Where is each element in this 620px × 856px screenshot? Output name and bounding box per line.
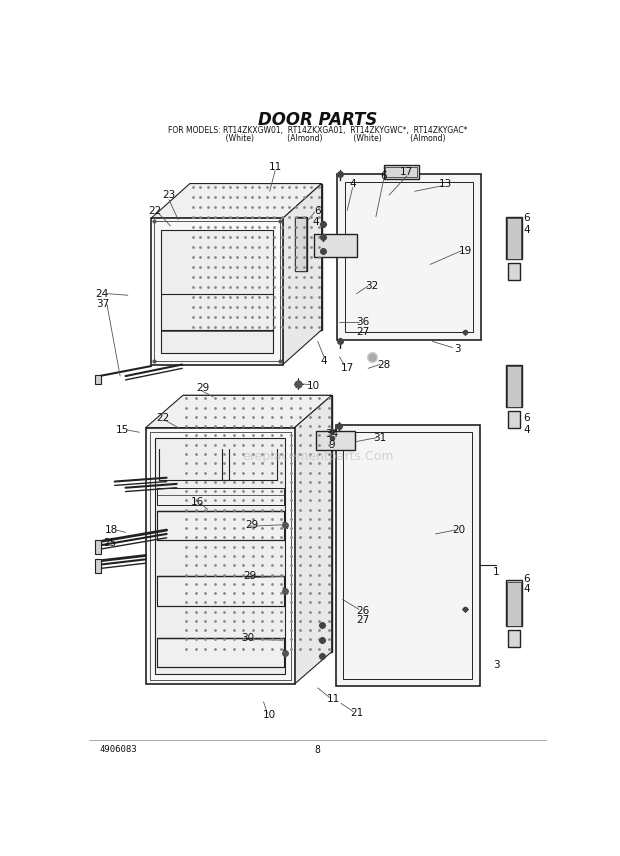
Text: 15: 15 bbox=[116, 425, 129, 435]
Bar bbox=[156, 576, 284, 605]
Polygon shape bbox=[294, 395, 332, 684]
Bar bbox=[507, 218, 521, 259]
Text: 6: 6 bbox=[524, 213, 530, 223]
Text: 23: 23 bbox=[162, 190, 175, 200]
Text: 27: 27 bbox=[356, 615, 370, 625]
Bar bbox=[314, 235, 356, 258]
Text: 4906083: 4906083 bbox=[99, 745, 137, 754]
Bar bbox=[506, 580, 521, 627]
Text: 3: 3 bbox=[454, 344, 461, 354]
Bar bbox=[294, 217, 307, 270]
Bar bbox=[156, 638, 284, 667]
Polygon shape bbox=[151, 183, 322, 218]
Text: 26: 26 bbox=[356, 606, 370, 616]
Text: 22: 22 bbox=[156, 413, 169, 424]
Bar bbox=[385, 167, 417, 177]
Polygon shape bbox=[155, 438, 285, 674]
Bar bbox=[507, 582, 521, 627]
Text: 25: 25 bbox=[104, 538, 117, 548]
Text: 4: 4 bbox=[524, 425, 530, 435]
Bar bbox=[508, 411, 520, 428]
Text: 11: 11 bbox=[268, 162, 281, 172]
Bar bbox=[94, 375, 100, 383]
Text: 6: 6 bbox=[524, 413, 530, 424]
Bar bbox=[343, 432, 472, 679]
Text: 20: 20 bbox=[452, 525, 466, 535]
Text: 27: 27 bbox=[356, 327, 370, 337]
Text: 4: 4 bbox=[349, 179, 356, 188]
Text: ereplacementparts.Com: ereplacementparts.Com bbox=[242, 450, 394, 463]
Text: 24: 24 bbox=[95, 288, 109, 299]
Bar bbox=[345, 182, 472, 332]
Text: 6: 6 bbox=[380, 171, 387, 181]
Bar bbox=[337, 175, 480, 340]
Text: 1: 1 bbox=[493, 568, 499, 578]
Text: 31: 31 bbox=[373, 432, 386, 443]
Bar bbox=[506, 217, 521, 259]
Bar bbox=[506, 365, 521, 407]
Polygon shape bbox=[146, 428, 294, 684]
Text: 8: 8 bbox=[315, 745, 321, 754]
Text: 4: 4 bbox=[524, 585, 530, 594]
Text: 6: 6 bbox=[524, 574, 530, 584]
Text: 16: 16 bbox=[191, 496, 204, 507]
Text: 28: 28 bbox=[377, 360, 390, 370]
Text: 29: 29 bbox=[246, 520, 259, 530]
Bar bbox=[384, 165, 418, 179]
Text: 9: 9 bbox=[329, 440, 335, 450]
Text: 13: 13 bbox=[439, 179, 452, 188]
Bar bbox=[316, 431, 355, 450]
Bar bbox=[94, 540, 100, 554]
Text: 32: 32 bbox=[365, 281, 379, 291]
Polygon shape bbox=[146, 395, 332, 428]
Text: 3: 3 bbox=[493, 660, 499, 670]
Bar bbox=[508, 630, 520, 647]
Text: 17: 17 bbox=[340, 363, 354, 373]
Bar bbox=[94, 559, 100, 574]
Polygon shape bbox=[151, 218, 283, 365]
Text: 6: 6 bbox=[314, 205, 321, 216]
Text: 22: 22 bbox=[148, 205, 162, 216]
Text: 4: 4 bbox=[524, 225, 530, 235]
Bar bbox=[295, 218, 306, 270]
Text: 18: 18 bbox=[105, 525, 118, 535]
Text: 29: 29 bbox=[243, 571, 256, 581]
Bar bbox=[335, 425, 480, 687]
Bar bbox=[156, 511, 284, 540]
Bar bbox=[508, 263, 520, 280]
Bar bbox=[507, 366, 521, 407]
Text: DOOR PARTS: DOOR PARTS bbox=[258, 110, 378, 128]
Text: 37: 37 bbox=[95, 300, 109, 310]
Polygon shape bbox=[161, 229, 273, 353]
Text: 34: 34 bbox=[325, 429, 339, 439]
Text: 4: 4 bbox=[313, 217, 319, 227]
Bar bbox=[294, 403, 307, 445]
Bar bbox=[295, 405, 306, 445]
Text: 19: 19 bbox=[458, 246, 472, 256]
Text: 4: 4 bbox=[321, 356, 327, 366]
Bar bbox=[156, 488, 284, 505]
Text: FOR MODELS: RT14ZKXGW01,  RT14ZKXGA01,  RT14ZKYGWC*,  RT14ZKYGAC*: FOR MODELS: RT14ZKXGW01, RT14ZKXGA01, RT… bbox=[168, 126, 467, 135]
Text: 29: 29 bbox=[197, 383, 210, 393]
Text: 36: 36 bbox=[356, 318, 370, 327]
Polygon shape bbox=[283, 183, 322, 365]
Text: 11: 11 bbox=[327, 694, 340, 704]
Text: (White)              (Almond)             (White)            (Almond): (White) (Almond) (White) (Almond) bbox=[190, 134, 446, 144]
Text: 10: 10 bbox=[263, 710, 277, 720]
Text: 21: 21 bbox=[350, 708, 363, 718]
Text: 10: 10 bbox=[308, 381, 321, 391]
Text: 17: 17 bbox=[401, 167, 414, 177]
Text: 30: 30 bbox=[241, 633, 255, 643]
